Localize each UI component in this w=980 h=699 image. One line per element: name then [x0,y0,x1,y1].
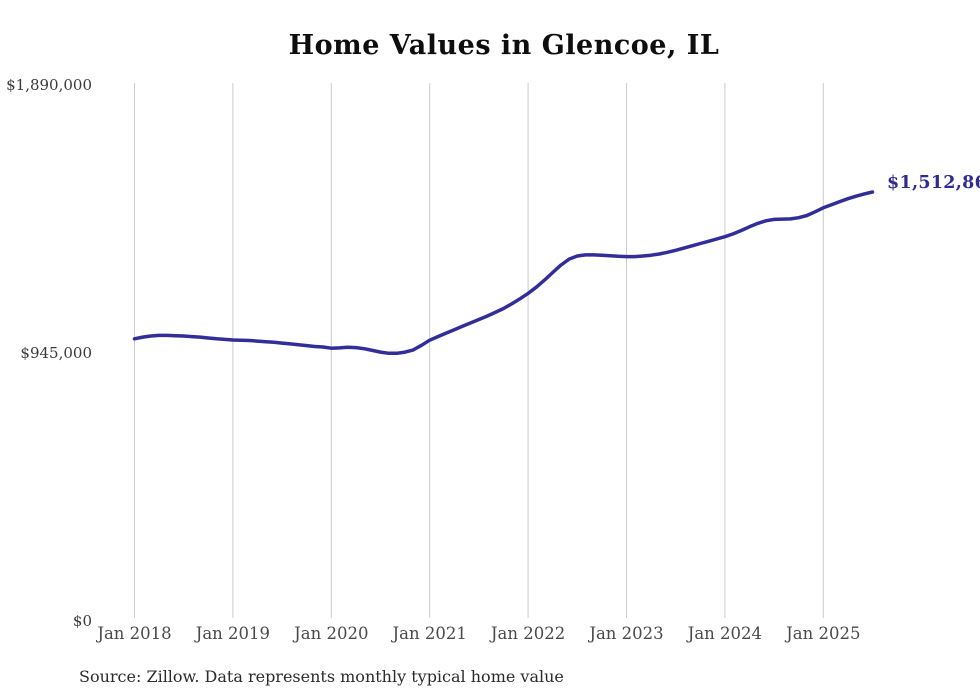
x-axis-tick-label: Jan 2021 [392,624,467,643]
home-value-line [132,190,875,356]
y-axis-tick-label: $0 [72,612,92,630]
x-axis-tick-label: Jan 2023 [589,624,664,643]
x-axis-tick-label: Jan 2020 [294,624,369,643]
x-axis-tick-label: Jan 2022 [490,624,566,643]
source-note: Source: Zillow. Data represents monthly … [79,667,564,686]
chart-title: Home Values in Glencoe, IL [288,30,720,61]
x-axis-tick-label: Jan 2024 [687,624,763,643]
y-axis-tick-label: $945,000 [20,344,92,362]
y-axis-tick-label: $1,890,000 [6,76,92,94]
latest-value-annotation: $1,512,864 [887,173,980,193]
x-axis-tick-label: Jan 2025 [786,624,861,643]
x-axis-tick-label: Jan 2018 [97,624,172,643]
x-axis-tick-label: Jan 2019 [195,624,271,643]
